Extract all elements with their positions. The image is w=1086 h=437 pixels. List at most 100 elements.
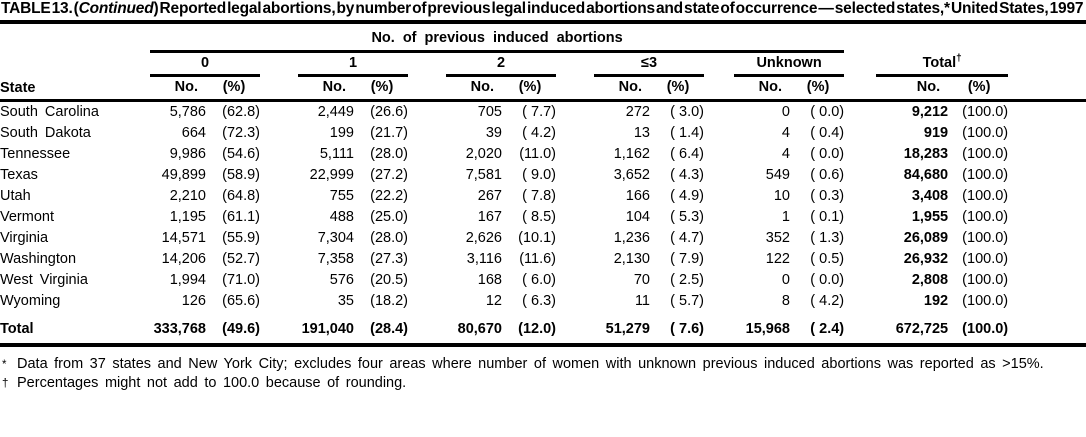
column-gap	[704, 249, 734, 270]
column-gap	[260, 186, 298, 207]
column-gap	[556, 144, 594, 165]
column-gap	[556, 51, 594, 75]
column-gap	[260, 51, 298, 75]
state-cell: Washington	[0, 251, 77, 268]
column-gap	[844, 249, 876, 270]
group-header-1: 1	[298, 51, 408, 77]
count-cell-2: 2,020	[465, 146, 502, 163]
table-row: Texas 49,899 (58.9) 22,999 (27.2) 7,581 …	[0, 165, 1086, 186]
count-cell-0: 5,786	[169, 104, 206, 121]
column-gap	[704, 123, 734, 144]
percent-cell-0: (72.3)	[222, 125, 260, 142]
column-gap	[408, 249, 446, 270]
percent-cell-unknown: ( 4.2)	[810, 293, 845, 310]
count-cell-2: 3,116	[466, 251, 502, 268]
table-row: South Carolina 5,786 (62.8) 2,449 (26.6)…	[0, 100, 1086, 123]
percent-cell-0: (61.1)	[222, 209, 260, 226]
count-cell-0: 664	[181, 125, 206, 142]
pct-subheader: (%)	[208, 75, 260, 102]
table-title-continued: Continued	[78, 0, 154, 17]
percent-cell-0: (65.6)	[222, 293, 260, 310]
pct-subheader: (%)	[652, 75, 704, 102]
dagger-marker: †	[2, 378, 9, 391]
count-cell-le3: 2,130	[613, 251, 650, 268]
column-gap	[260, 228, 298, 249]
count-cell-total: 26,932	[903, 251, 949, 268]
pct-subheader: (%)	[504, 75, 556, 102]
count-cell-unknown: 10	[773, 188, 790, 205]
count-cell-unknown: 4	[781, 146, 790, 163]
column-gap	[408, 123, 446, 144]
abortions-table: State No. of previous induced abortions …	[0, 26, 1086, 340]
no-subheader: No.	[446, 75, 504, 102]
count-cell-1: 5,111	[319, 146, 354, 163]
percent-cell-1: (26.6)	[370, 104, 408, 121]
count-cell-0: 49,899	[161, 167, 206, 184]
count-cell-le3: 166	[625, 188, 650, 205]
percent-cell-le3: ( 3.0)	[670, 104, 704, 121]
percent-cell-1: (27.3)	[370, 251, 408, 268]
count-cell-0: 333,768	[153, 321, 206, 338]
column-gap	[844, 75, 877, 102]
percent-cell-1: (18.2)	[370, 293, 408, 310]
total-row: Total 333,768 (49.6) 191,040 (28.4) 80,6…	[0, 312, 1086, 340]
column-gap	[844, 207, 876, 228]
percent-cell-le3: ( 4.7)	[670, 230, 704, 247]
state-cell: Utah	[0, 188, 31, 205]
count-cell-total: 9,212	[911, 104, 949, 121]
column-gap	[260, 291, 298, 312]
column-gap	[844, 312, 876, 340]
percent-cell-1: (28.4)	[370, 321, 408, 338]
no-subheader: No.	[298, 75, 356, 102]
row-end-spacer	[1008, 207, 1086, 228]
column-gap	[556, 312, 594, 340]
column-gap	[704, 75, 734, 102]
column-gap	[260, 312, 298, 340]
percent-cell-total: (100.0)	[962, 104, 1009, 121]
count-cell-total: 18,283	[903, 146, 949, 163]
count-cell-0: 2,210	[169, 188, 206, 205]
count-cell-0: 14,206	[161, 251, 206, 268]
count-cell-unknown: 4	[781, 125, 790, 142]
column-gap	[408, 291, 446, 312]
percent-cell-2: ( 7.7)	[522, 104, 556, 121]
state-cell: South Carolina	[0, 104, 99, 121]
row-end-spacer	[1008, 312, 1086, 340]
percent-cell-le3: ( 4.9)	[670, 188, 704, 205]
table-bottom-rule	[0, 342, 1086, 347]
count-cell-unknown: 1	[781, 209, 790, 226]
row-end-spacer	[1008, 123, 1086, 144]
state-cell: Total	[0, 321, 34, 338]
percent-cell-unknown: ( 0.4)	[810, 125, 845, 142]
footnote-text: Percentages might not add to 100.0 becau…	[17, 375, 407, 392]
column-gap	[408, 312, 446, 340]
column-gap	[408, 228, 446, 249]
count-cell-le3: 70	[633, 272, 650, 289]
pct-subheader: (%)	[792, 75, 845, 102]
state-cell: Wyoming	[0, 293, 61, 310]
count-cell-2: 167	[477, 209, 502, 226]
count-cell-2: 168	[477, 272, 502, 289]
percent-cell-0: (52.7)	[222, 251, 260, 268]
percent-cell-le3: ( 2.5)	[670, 272, 704, 289]
percent-cell-total: (100.0)	[962, 272, 1009, 289]
percent-cell-total: (100.0)	[962, 209, 1009, 226]
count-cell-unknown: 122	[765, 251, 790, 268]
table-row: South Dakota 664 (72.3) 199 (21.7) 39 ( …	[0, 123, 1086, 144]
footnote-text: Data from 37 states and New York City; e…	[17, 355, 1044, 372]
column-gap	[260, 270, 298, 291]
count-cell-total: 672,725	[895, 321, 949, 338]
column-gap	[704, 312, 734, 340]
percent-cell-le3: ( 4.3)	[670, 167, 704, 184]
percent-cell-le3: ( 5.7)	[670, 293, 704, 310]
percent-cell-2: ( 6.3)	[522, 293, 556, 310]
table-row: Vermont 1,195 (61.1) 488 (25.0) 167 ( 8.…	[0, 207, 1086, 228]
count-cell-0: 14,571	[161, 230, 206, 247]
count-cell-1: 488	[329, 209, 354, 226]
column-gap	[844, 100, 876, 123]
state-cell: Texas	[0, 167, 38, 184]
row-end-spacer	[1008, 249, 1086, 270]
count-cell-unknown: 549	[765, 167, 790, 184]
group-header-total: Total†	[876, 51, 1009, 77]
row-end-spacer	[1008, 291, 1086, 312]
